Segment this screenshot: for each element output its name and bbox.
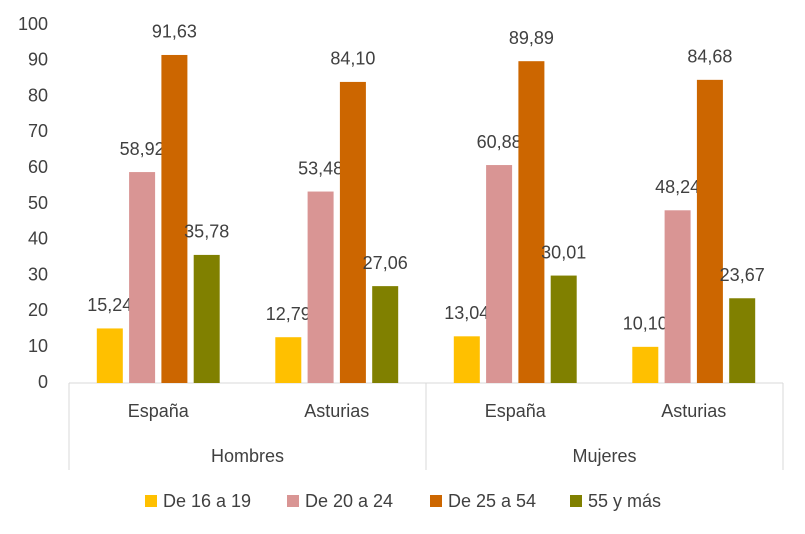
legend-swatch bbox=[145, 495, 157, 507]
value-label: 15,24 bbox=[87, 295, 132, 315]
x-tick-label: Asturias bbox=[661, 401, 726, 421]
x-tick-label: España bbox=[128, 401, 190, 421]
value-label: 91,63 bbox=[152, 22, 197, 42]
y-tick-label: 20 bbox=[28, 300, 48, 320]
bar bbox=[161, 54, 188, 383]
bar bbox=[696, 79, 723, 384]
value-label: 12,79 bbox=[266, 304, 311, 324]
bar bbox=[550, 275, 577, 383]
legend-label: De 25 a 54 bbox=[448, 491, 536, 511]
legend-label: De 20 a 24 bbox=[305, 491, 393, 511]
y-tick-label: 100 bbox=[18, 14, 48, 34]
legend-swatch bbox=[287, 495, 299, 507]
value-label: 58,92 bbox=[120, 139, 165, 159]
value-label: 23,67 bbox=[720, 265, 765, 285]
legend-swatch bbox=[430, 495, 442, 507]
legend-swatch bbox=[570, 495, 582, 507]
value-label: 84,10 bbox=[330, 49, 375, 69]
legend-label: De 16 a 19 bbox=[163, 491, 251, 511]
value-label: 27,06 bbox=[363, 253, 408, 273]
value-label: 84,68 bbox=[687, 47, 732, 67]
value-label: 35,78 bbox=[184, 222, 229, 242]
bar bbox=[129, 172, 156, 383]
y-tick-label: 0 bbox=[38, 372, 48, 392]
x-tick-label: España bbox=[485, 401, 547, 421]
value-label: 48,24 bbox=[655, 177, 700, 197]
value-label: 30,01 bbox=[541, 242, 586, 262]
bar bbox=[453, 336, 480, 383]
y-tick-label: 80 bbox=[28, 85, 48, 105]
bar bbox=[372, 286, 399, 383]
y-tick-label: 90 bbox=[28, 50, 48, 70]
bar bbox=[729, 298, 756, 383]
bar bbox=[339, 81, 366, 383]
value-label: 53,48 bbox=[298, 158, 343, 178]
x-tick-label: Asturias bbox=[304, 401, 369, 421]
bar bbox=[307, 191, 334, 383]
bar bbox=[664, 210, 691, 383]
value-label: 13,04 bbox=[444, 303, 489, 323]
y-tick-label: 60 bbox=[28, 157, 48, 177]
value-label: 89,89 bbox=[509, 28, 554, 48]
legend-label: 55 y más bbox=[588, 491, 661, 511]
bar bbox=[486, 165, 513, 383]
group-label: Mujeres bbox=[572, 446, 636, 466]
bar bbox=[275, 337, 302, 383]
value-label: 10,10 bbox=[623, 314, 668, 334]
bar bbox=[96, 328, 123, 383]
bar bbox=[193, 254, 220, 383]
bar bbox=[518, 61, 545, 384]
y-tick-label: 50 bbox=[28, 193, 48, 213]
bar bbox=[632, 346, 659, 383]
group-label: Hombres bbox=[211, 446, 284, 466]
value-label: 60,88 bbox=[477, 132, 522, 152]
y-tick-label: 10 bbox=[28, 336, 48, 356]
y-tick-label: 40 bbox=[28, 229, 48, 249]
y-tick-label: 70 bbox=[28, 121, 48, 141]
y-tick-label: 30 bbox=[28, 264, 48, 284]
